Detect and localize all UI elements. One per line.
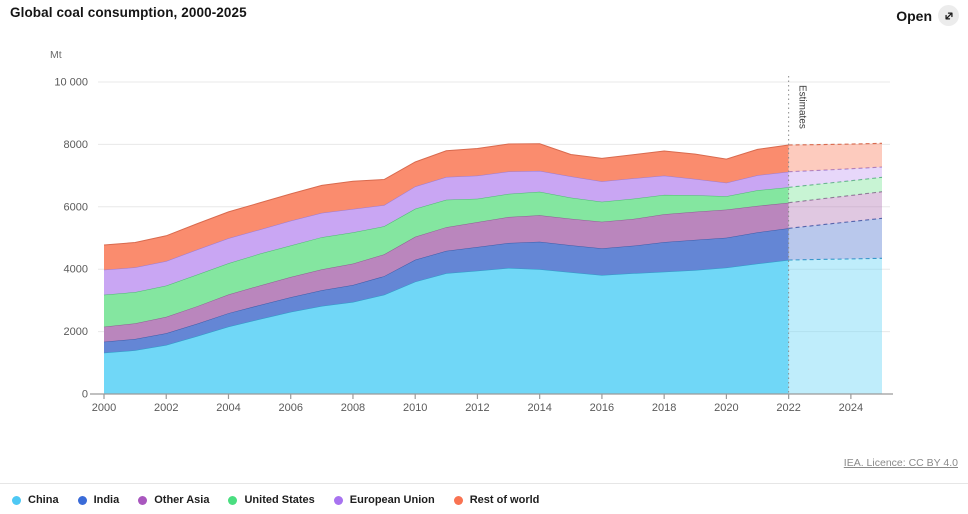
area-estimate-border-other-asia bbox=[788, 191, 883, 204]
legend-label: United States bbox=[244, 494, 315, 506]
x-axis-tick-label: 2008 bbox=[341, 402, 365, 414]
legend-label: European Union bbox=[349, 494, 435, 506]
legend-swatch-united-states bbox=[228, 495, 238, 505]
area-estimate-border-united-states bbox=[788, 176, 883, 188]
y-axis-unit-label: Mt bbox=[50, 49, 62, 61]
area-estimate-border-european-union bbox=[788, 166, 883, 173]
area-estimate-india[interactable] bbox=[788, 218, 882, 260]
x-axis-tick-label: 2010 bbox=[403, 402, 427, 414]
open-button[interactable]: Open bbox=[896, 5, 959, 26]
licence-link[interactable]: IEA. Licence: CC BY 4.0 bbox=[843, 457, 958, 469]
x-axis-tick-label: 2002 bbox=[154, 402, 178, 414]
legend-swatch-other-asia bbox=[138, 495, 148, 505]
area-other-asia[interactable] bbox=[104, 202, 789, 342]
area-estimate-european-union[interactable] bbox=[788, 167, 882, 188]
y-axis-tick-label: 0 bbox=[82, 389, 88, 401]
legend-item-other-asia[interactable]: Other Asia bbox=[138, 494, 209, 506]
legend-swatch-european-union bbox=[333, 495, 343, 505]
area-estimate-rest-of-world[interactable] bbox=[788, 143, 882, 172]
area-estimate-border-china bbox=[788, 257, 883, 261]
area-european-union[interactable] bbox=[104, 170, 789, 295]
y-axis-tick-label: 4000 bbox=[64, 264, 88, 276]
legend-label: China bbox=[28, 494, 59, 506]
area-united-states[interactable] bbox=[104, 187, 789, 327]
legend-label: India bbox=[93, 494, 120, 506]
legend-item-india[interactable]: India bbox=[77, 494, 120, 506]
page-title: Global coal consumption, 2000-2025 bbox=[10, 5, 247, 20]
area-border-rest-of-world bbox=[103, 143, 789, 246]
area-estimate-china[interactable] bbox=[788, 258, 882, 394]
expand-icon[interactable] bbox=[938, 5, 959, 26]
y-axis-tick-label: 2000 bbox=[64, 326, 88, 338]
x-axis-tick-label: 2016 bbox=[590, 402, 614, 414]
legend: China India Other Asia United States Europea… bbox=[12, 494, 960, 506]
legend-item-rest-of-world[interactable]: Rest of world bbox=[453, 494, 540, 506]
header: Global coal consumption, 2000-2025 Open bbox=[0, 0, 968, 30]
area-rest-of-world[interactable] bbox=[104, 143, 789, 270]
y-axis-tick-label: 10 000 bbox=[54, 77, 88, 89]
legend-swatch-india bbox=[77, 495, 87, 505]
area-estimate-border-rest-of-world bbox=[788, 142, 883, 146]
area-china[interactable] bbox=[104, 260, 789, 394]
area-estimate-other-asia[interactable] bbox=[788, 191, 882, 229]
open-button-label: Open bbox=[896, 7, 932, 24]
x-axis-tick-label: 2024 bbox=[839, 402, 863, 414]
area-estimate-border-india bbox=[788, 217, 883, 229]
legend-label: Rest of world bbox=[469, 494, 540, 506]
x-axis-tick-label: 2004 bbox=[216, 402, 240, 414]
legend-item-china[interactable]: China bbox=[12, 494, 59, 506]
x-axis-tick-label: 2000 bbox=[92, 402, 116, 414]
legend-swatch-china bbox=[12, 495, 21, 505]
x-axis-tick-label: 2012 bbox=[465, 402, 489, 414]
estimates-label: Estimates bbox=[797, 85, 808, 129]
y-axis-tick-label: 6000 bbox=[64, 201, 88, 213]
legend-swatch-rest-of-world bbox=[453, 495, 463, 505]
area-estimate-united-states[interactable] bbox=[788, 177, 882, 203]
legend-item-european-union[interactable]: European Union bbox=[333, 494, 435, 506]
legend-label: Other Asia bbox=[154, 494, 210, 506]
divider bbox=[0, 483, 968, 484]
x-axis-tick-label: 2022 bbox=[776, 402, 800, 414]
x-axis-tick-label: 2020 bbox=[714, 402, 738, 414]
y-axis-tick-label: 8000 bbox=[64, 139, 88, 151]
legend-item-united-states[interactable]: United States bbox=[228, 494, 315, 506]
x-axis-tick-label: 2018 bbox=[652, 402, 676, 414]
coal-consumption-stacked-area-chart: 0 2000 4000 6000 8000 10 000 Mt Estimates 2000 20… bbox=[50, 49, 893, 414]
x-axis-tick-label: 2006 bbox=[278, 402, 302, 414]
area-india[interactable] bbox=[104, 228, 789, 353]
x-axis-tick-label: 2014 bbox=[527, 402, 551, 414]
